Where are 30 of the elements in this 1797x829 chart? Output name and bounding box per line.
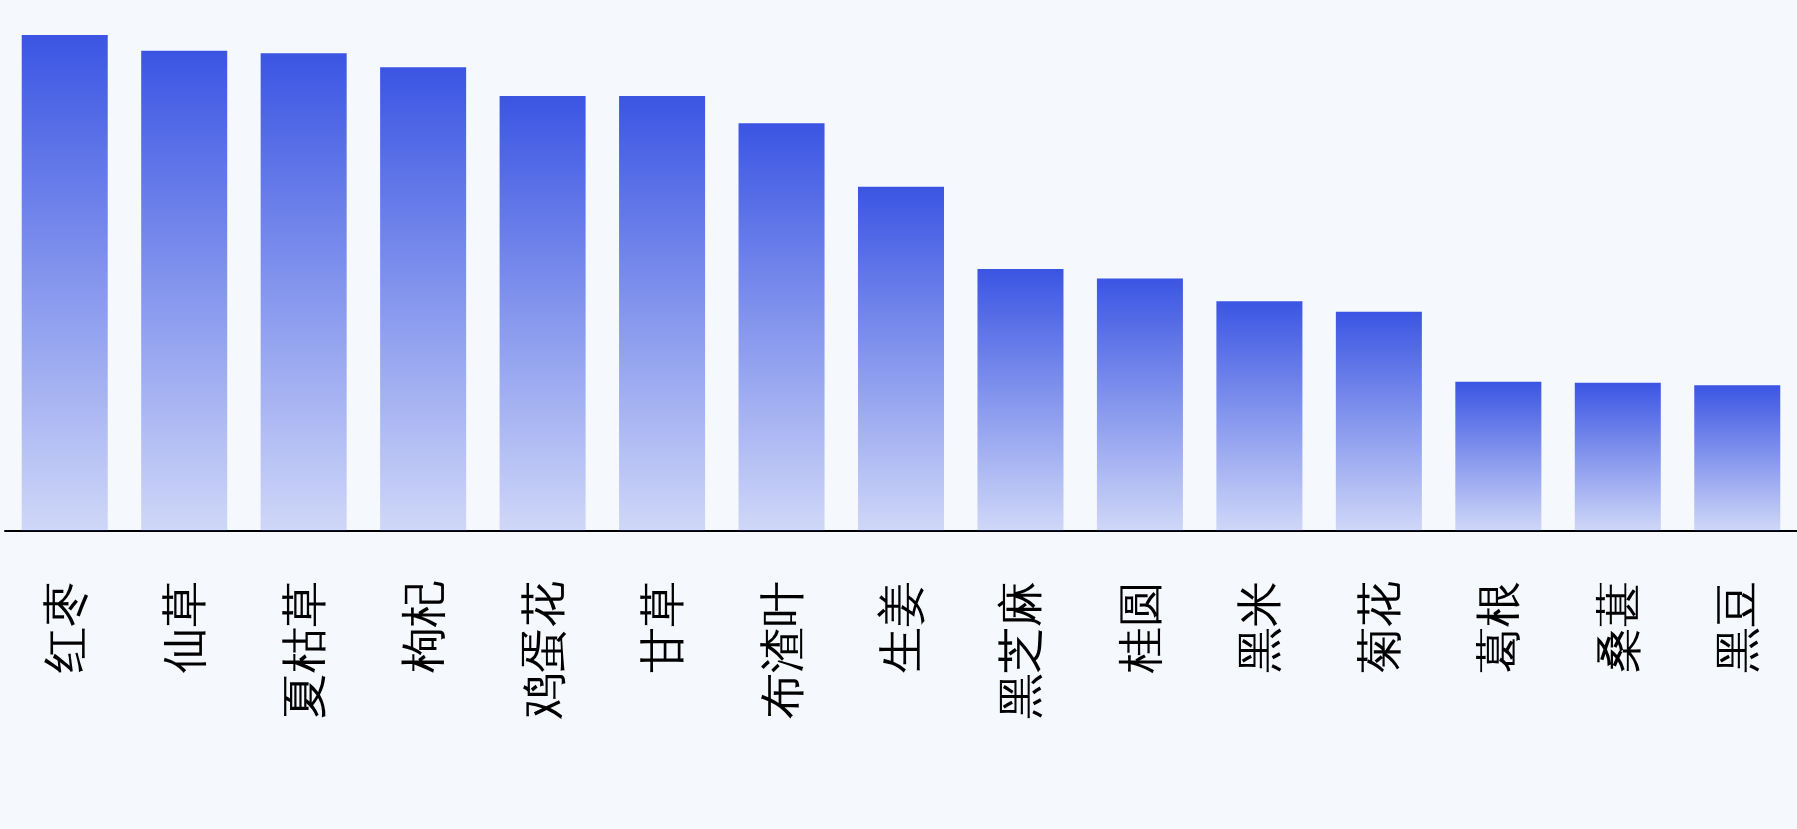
bar — [1455, 381, 1542, 531]
bar — [1216, 301, 1303, 531]
bar — [738, 123, 825, 531]
x-tick-label: 桂圆 — [1112, 581, 1167, 674]
bar — [619, 96, 706, 531]
x-tick-label: 夏枯草 — [276, 581, 331, 719]
bar — [1694, 385, 1781, 531]
x-tick-label: 甘草 — [635, 581, 690, 673]
bar — [977, 269, 1064, 531]
bar — [141, 50, 228, 531]
x-tick-label: 葛根 — [1471, 581, 1526, 673]
x-tick-label: 红枣 — [37, 581, 92, 673]
x-tick-label: 黑芝麻 — [993, 581, 1048, 719]
bar — [380, 67, 467, 531]
bar — [1096, 278, 1183, 531]
bar — [1574, 382, 1661, 531]
x-tick-label: 黑豆 — [1710, 581, 1765, 673]
x-tick-label: 布渣叶 — [754, 581, 809, 719]
bar — [260, 53, 347, 531]
x-tick-label: 鸡蛋花 — [515, 581, 570, 720]
x-tick-label: 菊花 — [1351, 581, 1406, 673]
bar — [1335, 311, 1422, 531]
x-tick-label: 仙草 — [157, 581, 212, 673]
x-tick-label: 黑米 — [1232, 581, 1287, 673]
bar — [857, 186, 945, 531]
x-tick-label: 枸杞 — [396, 581, 451, 673]
bar — [499, 96, 586, 531]
x-tick-label: 桑葚 — [1590, 581, 1645, 673]
bar — [21, 35, 108, 531]
x-tick-label: 生姜 — [874, 581, 928, 673]
